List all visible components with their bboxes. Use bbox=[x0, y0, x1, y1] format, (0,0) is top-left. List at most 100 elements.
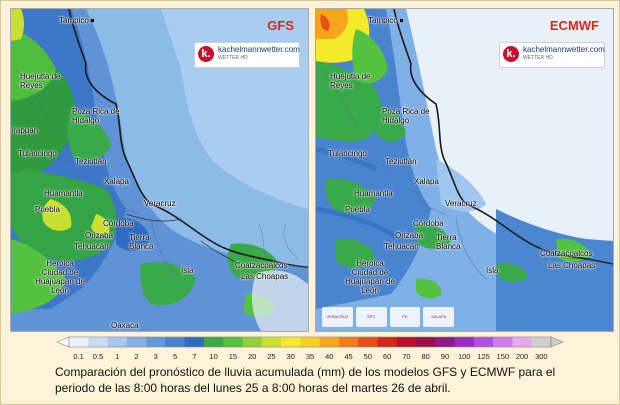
city-label: Xalapa bbox=[414, 177, 439, 186]
gfs-map-panel: GFS k. kachelmannwetter.com WETTER HD Ta… bbox=[10, 8, 309, 332]
legend-swatch bbox=[69, 337, 89, 347]
legend-tick-label: 35 bbox=[306, 352, 314, 361]
legend-swatch bbox=[396, 337, 417, 347]
legend-swatch bbox=[146, 337, 166, 347]
government-logos: VERACRUZ SPC PC XALAPA bbox=[322, 307, 454, 327]
city-label: Tehuacán bbox=[74, 242, 109, 251]
city-label: Tierra Blanca bbox=[129, 233, 154, 251]
legend-tick-label: 80 bbox=[422, 352, 430, 361]
ecmwf-map-panel: ECMWF k. kachelmannwetter.com WETTER HD … bbox=[315, 8, 614, 332]
legend-tick-label: 300 bbox=[535, 352, 548, 361]
legend-tick-label: 125 bbox=[477, 352, 490, 361]
gov-logo: VERACRUZ bbox=[322, 307, 353, 327]
legend-swatch bbox=[358, 337, 378, 347]
city-label: Puebla bbox=[345, 205, 370, 214]
city-label: Huamantla bbox=[354, 189, 393, 198]
legend-swatch bbox=[126, 337, 147, 347]
legend-swatch bbox=[377, 337, 398, 347]
gov-logo: XALAPA bbox=[423, 307, 454, 327]
legend-swatch bbox=[512, 337, 533, 347]
kachelmann-k-icon: k. bbox=[503, 46, 519, 62]
logo-name: kachelmannwetter.com bbox=[218, 45, 300, 54]
legend-tick-label: 200 bbox=[516, 352, 529, 361]
city-label: Córdoba bbox=[103, 219, 134, 228]
legend-tick-label: 20 bbox=[248, 352, 256, 361]
legend-swatch bbox=[88, 337, 108, 347]
figure-caption: Comparación del pronóstico de lluvia acu… bbox=[55, 365, 556, 395]
legend-swatch bbox=[184, 337, 205, 347]
legend-swatch bbox=[531, 337, 552, 347]
city-label: Córdoba bbox=[413, 219, 444, 228]
legend-colorbar: 0.1 0.5 1 2 3 5 7 10 15 20 25 30 35 40 45 50 60 70 80 90 100… bbox=[56, 336, 564, 361]
gov-logo: PC bbox=[389, 307, 421, 327]
city-label: Huejutla de Reyes bbox=[20, 72, 61, 90]
city-label: Tierra Blanca bbox=[436, 233, 461, 251]
city-label: Veracruz bbox=[445, 199, 477, 208]
city-label: Poza Rica de Hidalgo bbox=[382, 107, 430, 125]
legend-tick-label: 70 bbox=[402, 352, 410, 361]
legend-tick-label: 5 bbox=[173, 352, 177, 361]
legend-swatch bbox=[493, 337, 513, 347]
city-label: Veracruz bbox=[144, 199, 176, 208]
logo-sub: WETTER HD bbox=[218, 55, 248, 61]
legend-tick-label: 50 bbox=[364, 352, 372, 361]
city-label: Tampico bbox=[368, 16, 403, 25]
legend-swatch bbox=[107, 337, 128, 347]
legend-tick-label: 100 bbox=[458, 352, 471, 361]
legend-swatch bbox=[203, 337, 224, 347]
city-label: Huamantla bbox=[44, 189, 83, 198]
kachelmann-k-icon: k. bbox=[198, 46, 214, 62]
kachelmann-logo: k. kachelmannwetter.com WETTER HD bbox=[499, 42, 605, 68]
legend-tick-label: 150 bbox=[497, 352, 510, 361]
legend-swatch bbox=[454, 337, 475, 347]
legend-swatch bbox=[319, 337, 340, 347]
logo-name: kachelmannwetter.com bbox=[523, 45, 605, 54]
legend-tick-label: 0.5 bbox=[93, 352, 103, 361]
city-label: Tulancingo bbox=[18, 149, 57, 158]
legend-swatch bbox=[338, 337, 359, 347]
legend-tick-label: 2 bbox=[134, 352, 138, 361]
legend-right-arrow bbox=[550, 336, 564, 348]
kachelmann-logo: k. kachelmannwetter.com WETTER HD bbox=[194, 42, 300, 68]
legend-swatch bbox=[261, 337, 282, 347]
legend-swatch bbox=[300, 337, 320, 347]
legend-tick-label: 25 bbox=[267, 352, 275, 361]
legend-left-arrow bbox=[56, 336, 70, 348]
city-label: Coatzacoalcos bbox=[235, 261, 288, 270]
legend-tick-label: 1 bbox=[115, 352, 119, 361]
ecmwf-model-label: ECMWF bbox=[549, 18, 599, 33]
city-label: Teziutlán bbox=[385, 157, 417, 166]
legend-tick-label: 90 bbox=[441, 352, 449, 361]
legend-swatch bbox=[473, 337, 494, 347]
city-label: Heroica Ciudad de Huajuapan de León bbox=[345, 259, 395, 295]
city-label: Tulancingo bbox=[328, 149, 367, 158]
legend-swatch bbox=[416, 337, 436, 347]
legend-frame bbox=[68, 336, 552, 348]
city-label: Poza Rica de Hidalgo bbox=[72, 107, 120, 125]
legend-swatch bbox=[165, 337, 185, 347]
legend-tick-label: 15 bbox=[229, 352, 237, 361]
city-label: Las Choapas bbox=[548, 261, 596, 270]
legend-tick-label: 3 bbox=[154, 352, 158, 361]
city-label: Coatzacoalcos bbox=[540, 249, 593, 258]
legend-tick-label: 40 bbox=[325, 352, 333, 361]
city-label: Isla bbox=[486, 266, 499, 275]
city-label: Irapuan bbox=[11, 126, 39, 135]
legend-swatch bbox=[223, 337, 243, 347]
precipitation-legend: 0.1 0.5 1 2 3 5 7 10 15 20 25 30 35 40 45 50 60 70 80 90 100… bbox=[55, 334, 565, 362]
legend-tick-label: 10 bbox=[209, 352, 217, 361]
city-label: Huejutla de Reyes bbox=[330, 72, 371, 90]
city-label: Isla bbox=[181, 266, 194, 275]
legend-tick-label: 7 bbox=[192, 352, 196, 361]
city-label: Orizaba bbox=[85, 231, 114, 240]
gfs-model-label: GFS bbox=[267, 18, 294, 33]
city-label: Tehuacán bbox=[384, 242, 419, 251]
city-label: Puebla bbox=[35, 205, 60, 214]
city-label: Heroica Ciudad de Huajuapan de León bbox=[35, 259, 85, 295]
logo-sub: WETTER HD bbox=[523, 55, 553, 61]
legend-swatch bbox=[435, 337, 455, 347]
city-label: Xalapa bbox=[104, 177, 129, 186]
city-label: Oaxaca bbox=[111, 321, 139, 330]
city-label: Las Choapas bbox=[241, 272, 289, 281]
